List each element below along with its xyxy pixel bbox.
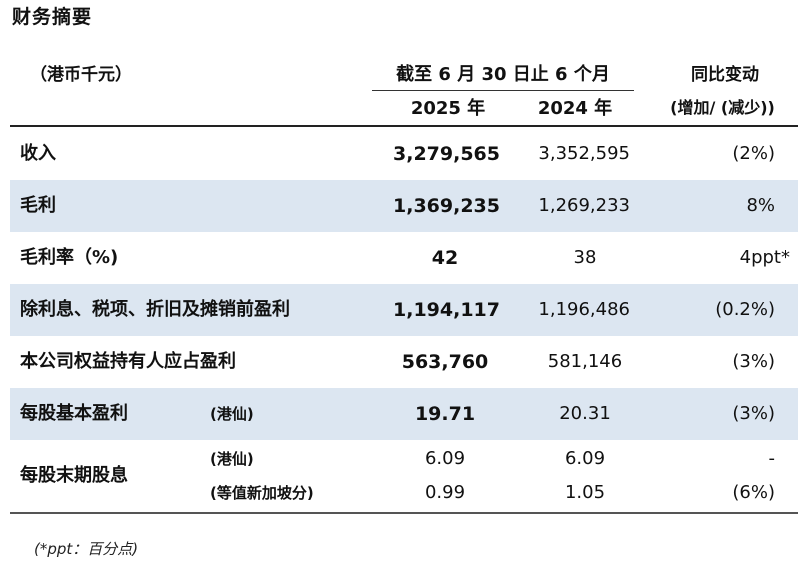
value-change: (2%) — [732, 143, 775, 164]
table-row-revenue: 收入 3,279,565 3,352,595 (2%) — [10, 128, 798, 180]
footnote: (*ppt：百分点) — [34, 540, 139, 558]
value-change: (0.2%) — [715, 299, 775, 320]
row-unit: (港仙) — [210, 405, 254, 423]
dividend-2024-sg: 1.05 — [564, 482, 606, 503]
table-row-basic-eps: 每股基本盈利 (港仙) 19.71 20.31 (3%) — [10, 388, 798, 440]
row-label: 收入 — [20, 143, 56, 164]
dividend-unit-hkcents: (港仙) — [210, 450, 254, 468]
value-2025: 3,279,565 — [393, 143, 500, 165]
value-2024: 38 — [573, 247, 597, 268]
row-label: 毛利率（%) — [20, 247, 119, 268]
row-label: 本公司权益持有人应占盈利 — [20, 351, 236, 372]
table-bottom-divider — [10, 512, 798, 514]
value-change: (3%) — [732, 351, 775, 372]
row-label: 除利息、税项、折旧及摊销前盈利 — [20, 299, 290, 320]
dividend-change-sg: (6%) — [732, 482, 775, 503]
value-2025: 19.71 — [414, 403, 476, 425]
value-2024: 20.31 — [559, 403, 611, 424]
row-label: 毛利 — [20, 195, 56, 216]
period-header: 截至 6 月 30 日止 6 个月 — [372, 60, 634, 91]
value-2025: 1,369,235 — [393, 195, 500, 217]
table-row-ebitda: 除利息、税项、折旧及摊销前盈利 1,194,117 1,196,486 (0.2… — [10, 284, 798, 336]
dividend-2024-hk: 6.09 — [564, 448, 606, 469]
year-2025-header: 2025 年 — [410, 98, 486, 119]
dividend-unit-sgcents: (等值新加坡分) — [210, 484, 314, 502]
dividend-2025-sg: 0.99 — [424, 482, 466, 503]
value-2024: 1,269,233 — [538, 195, 630, 216]
dividend-change-hk: - — [768, 448, 776, 469]
header-divider — [10, 125, 798, 127]
row-label: 每股基本盈利 — [20, 403, 128, 424]
table-row-profit-attributable: 本公司权益持有人应占盈利 563,760 581,146 (3%) — [10, 336, 798, 388]
table-row-final-dividend: 每股末期股息 (港仙) 6.09 6.09 - (等值新加坡分) 0.99 1.… — [10, 444, 798, 508]
row-label: 每股末期股息 — [20, 465, 128, 486]
value-change: 8% — [746, 195, 775, 216]
value-2024: 3,352,595 — [538, 143, 630, 164]
value-2025: 42 — [431, 247, 459, 269]
table-row-gross-margin: 毛利率（%) 42 38 4ppt* — [10, 232, 798, 284]
unit-label: （港币千元） — [30, 65, 132, 85]
value-change: 4ppt* — [739, 247, 790, 268]
page-title: 财务摘要 — [12, 6, 93, 28]
year-2024-header: 2024 年 — [537, 98, 613, 119]
change-subheader: (增加/ (减少)) — [670, 98, 775, 117]
table-row-gross-profit: 毛利 1,369,235 1,269,233 8% — [10, 180, 798, 232]
value-2025: 1,194,117 — [393, 299, 500, 321]
dividend-2025-hk: 6.09 — [424, 448, 466, 469]
change-header: 同比变动 — [691, 65, 759, 85]
value-2024: 1,196,486 — [538, 299, 630, 320]
value-change: (3%) — [732, 403, 775, 424]
value-2025: 563,760 — [401, 351, 489, 373]
value-2024: 581,146 — [547, 351, 623, 372]
